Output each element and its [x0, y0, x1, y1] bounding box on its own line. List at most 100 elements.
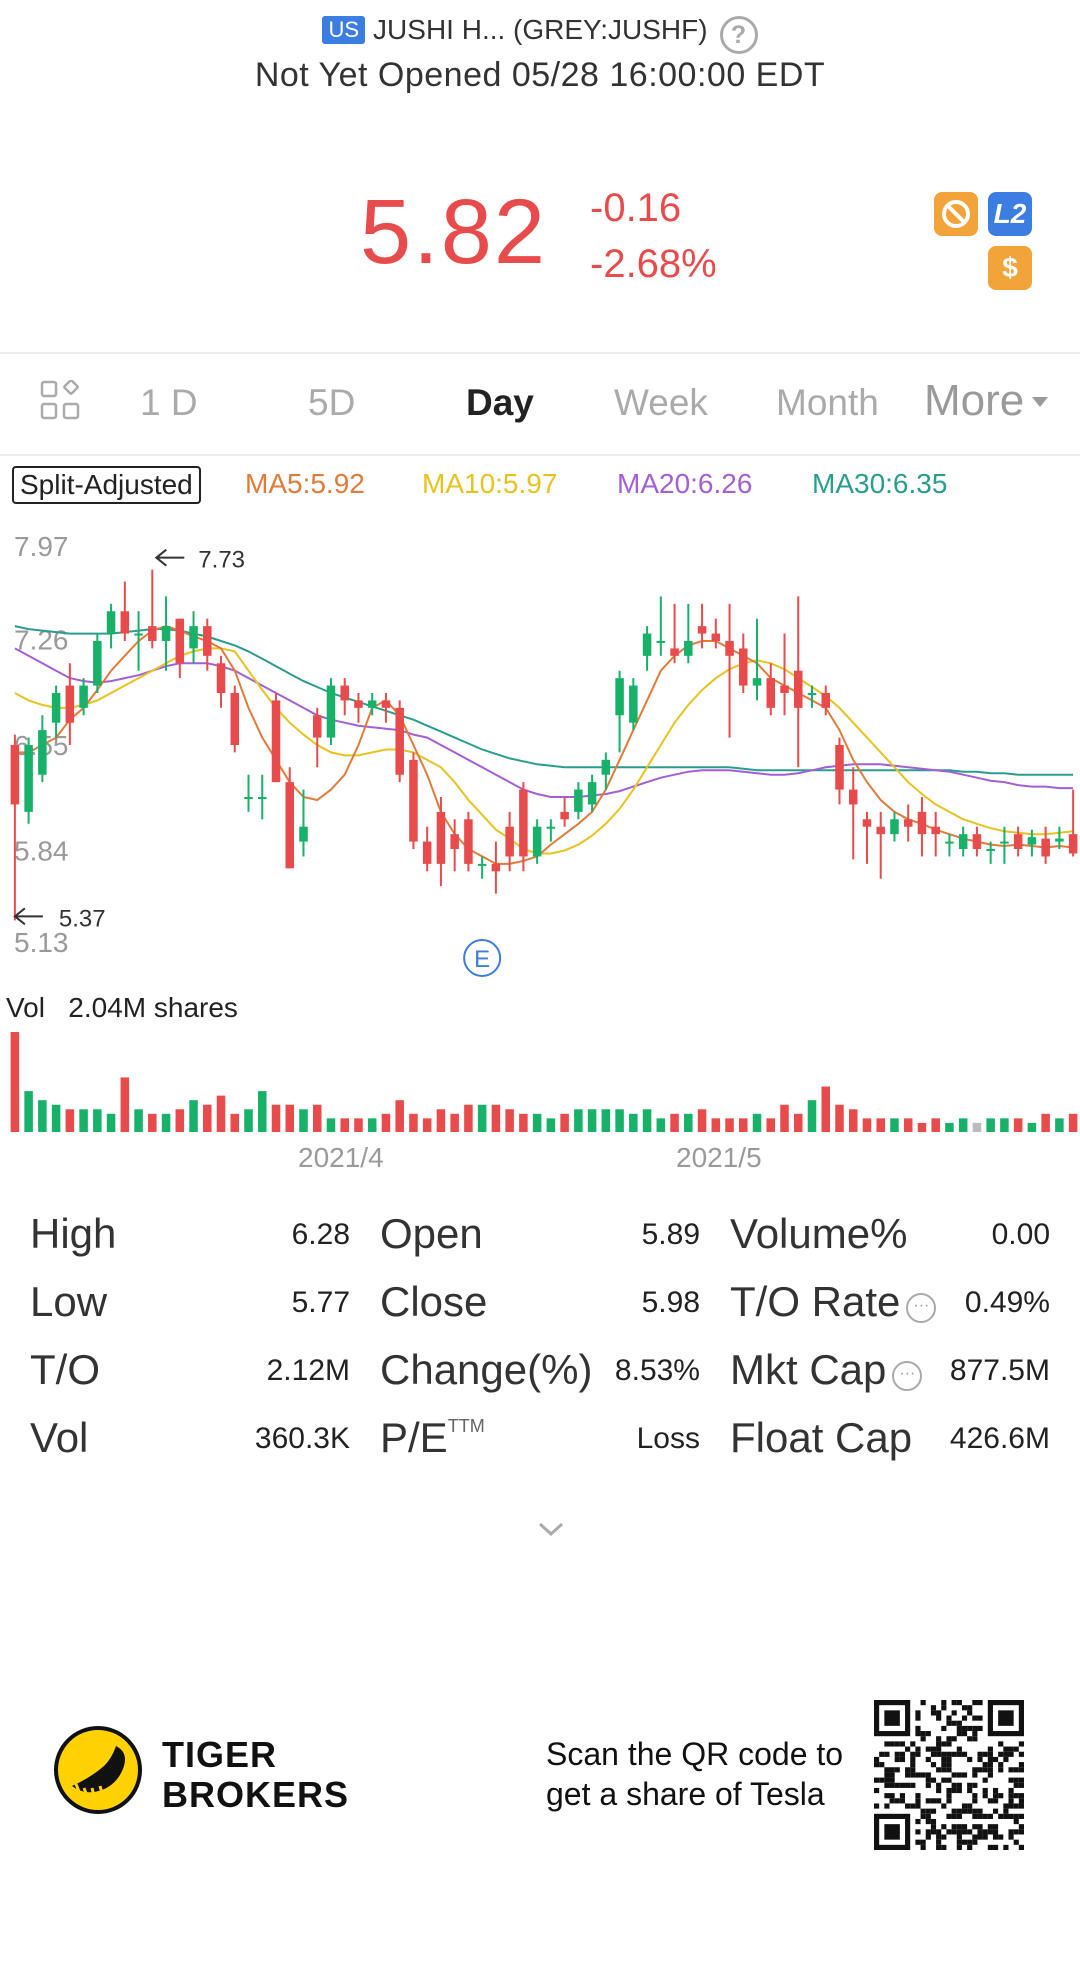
qr-module — [905, 1746, 911, 1752]
tab-5d[interactable]: 5D — [308, 382, 356, 423]
earnings-marker[interactable]: E — [463, 939, 502, 977]
tab-month[interactable]: Month — [776, 382, 879, 423]
candle-body — [1068, 834, 1078, 854]
qr-module — [889, 1741, 895, 1747]
qr-module — [967, 1808, 973, 1814]
tab-more-label: More — [924, 376, 1025, 425]
qr-module — [899, 1756, 906, 1763]
qr-module — [930, 1824, 937, 1830]
qr-module — [1008, 1767, 1014, 1773]
candle-body — [862, 819, 872, 827]
caret-down-icon — [1032, 397, 1049, 407]
candlestick-chart[interactable]: 7.977.266.555.845.137.735.37E — [0, 510, 1080, 990]
qr-module — [951, 1808, 957, 1814]
candle-body — [436, 811, 446, 864]
qr-module — [925, 1777, 931, 1783]
qr-module — [920, 1839, 926, 1845]
ma10-line — [14, 647, 1074, 855]
ma-legend: Split-Adjusted MA5:5.92 MA10:5.97 MA20:6… — [0, 464, 1080, 506]
qr-module — [951, 1824, 957, 1830]
qr-module — [956, 1700, 962, 1706]
qr-module — [915, 1818, 921, 1825]
qr-module — [951, 1772, 957, 1778]
qr-module — [925, 1813, 931, 1819]
qr-module — [925, 1834, 931, 1840]
qr-module — [936, 1839, 942, 1845]
qr-module — [925, 1818, 931, 1825]
qr-module — [972, 1824, 978, 1830]
qr-module — [1018, 1751, 1024, 1757]
qr-module — [998, 1762, 1004, 1768]
qr-module — [930, 1808, 937, 1814]
qr-module — [910, 1782, 916, 1788]
more-info-icon[interactable]: ··· — [906, 1293, 937, 1323]
qr-module — [1008, 1813, 1014, 1819]
split-adjusted-toggle[interactable]: Split-Adjusted — [12, 466, 201, 504]
qr-module — [982, 1777, 988, 1783]
qr-module — [987, 1844, 993, 1850]
candle-body — [312, 715, 322, 738]
volume-bar — [917, 1122, 927, 1132]
volume-bar — [752, 1113, 762, 1132]
expand-chevron-icon[interactable] — [536, 1514, 566, 1544]
candle-body — [986, 849, 995, 852]
pe-ttm-superscript: TTM — [447, 1416, 485, 1436]
qr-module — [956, 1813, 962, 1819]
qr-module — [894, 1756, 900, 1763]
volume-bar — [821, 1086, 831, 1132]
volume-bar — [835, 1104, 844, 1132]
qr-module — [879, 1762, 885, 1768]
volume-bar — [1000, 1118, 1009, 1132]
qr-module — [998, 1793, 1004, 1799]
qr-module — [915, 1839, 921, 1845]
qr-module — [915, 1793, 921, 1799]
qr-module — [1013, 1793, 1019, 1799]
qr-module — [946, 1813, 952, 1819]
qr-module — [987, 1798, 993, 1804]
qr-module — [905, 1767, 911, 1773]
help-icon[interactable]: ? — [719, 16, 758, 54]
qr-module — [874, 1762, 880, 1768]
candle-body — [1013, 834, 1023, 850]
qr-module — [956, 1751, 962, 1757]
qr-module — [967, 1705, 973, 1711]
qr-module — [946, 1736, 952, 1742]
qr-module — [925, 1731, 931, 1737]
qr-module — [936, 1767, 942, 1773]
candle-body — [24, 745, 33, 812]
tab-day[interactable]: Day — [466, 382, 534, 423]
candle-body — [148, 626, 157, 641]
level2-icon[interactable]: L2 — [988, 192, 1032, 236]
qr-module — [956, 1839, 962, 1845]
stock-title-row[interactable]: US JUSHI H... (GREY:JUSHF)? — [0, 14, 1080, 54]
qr-module — [972, 1839, 978, 1845]
qr-module — [936, 1787, 942, 1794]
qr-finder-center — [998, 1710, 1014, 1726]
qr-module — [982, 1793, 988, 1799]
qr-module — [961, 1808, 968, 1814]
candle-body — [93, 640, 102, 686]
qr-module — [951, 1720, 957, 1726]
qr-module — [992, 1829, 999, 1835]
stat-mktcap-label: Mkt Cap ··· — [730, 1346, 923, 1394]
qr-module — [992, 1756, 999, 1763]
more-info-icon[interactable]: ··· — [892, 1361, 923, 1391]
layout-grid-icon[interactable] — [40, 380, 80, 420]
volume-bar — [615, 1109, 624, 1132]
volume-bar — [629, 1113, 638, 1132]
tab-more[interactable]: More — [924, 376, 1050, 426]
dollar-icon[interactable]: $ — [988, 246, 1032, 290]
no-ads-icon[interactable] — [934, 192, 978, 236]
qr-module — [946, 1787, 952, 1794]
qr-module — [951, 1787, 957, 1794]
candle-body — [601, 759, 611, 775]
volume-chart[interactable] — [0, 1030, 1080, 1134]
candle-body — [739, 648, 748, 686]
qr-module — [1018, 1798, 1024, 1804]
volume-bar — [1068, 1113, 1078, 1132]
tab-1d[interactable]: 1 D — [140, 382, 198, 423]
tab-week[interactable]: Week — [614, 382, 708, 423]
qr-module — [889, 1767, 895, 1773]
qr-module — [915, 1746, 921, 1752]
qr-module — [972, 1700, 978, 1706]
